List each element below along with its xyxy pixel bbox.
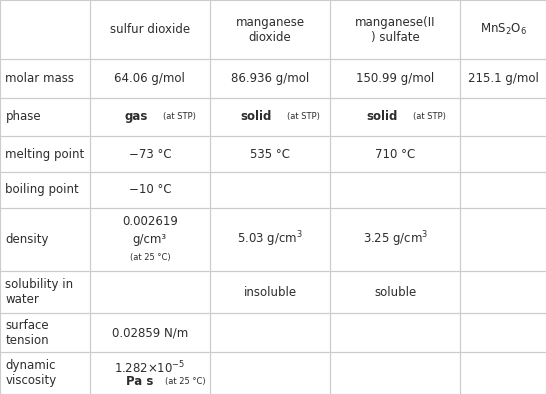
Text: 0.02859 N/m: 0.02859 N/m [112, 326, 188, 339]
Bar [210, 208, 330, 271]
Bar [210, 172, 330, 208]
Bar [330, 352, 460, 394]
Text: manganese
dioxide: manganese dioxide [235, 15, 305, 44]
Text: 64.06 g/mol: 64.06 g/mol [115, 72, 185, 85]
Text: phase: phase [5, 110, 41, 123]
Bar [330, 0, 460, 59]
Bar [330, 313, 460, 352]
Text: boiling point: boiling point [5, 184, 79, 197]
Bar [210, 271, 330, 313]
Text: 150.99 g/mol: 150.99 g/mol [356, 72, 435, 85]
Text: g/cm³: g/cm³ [133, 233, 167, 246]
Text: 86.936 g/mol: 86.936 g/mol [231, 72, 309, 85]
Text: dynamic
viscosity: dynamic viscosity [5, 359, 57, 387]
Bar [210, 98, 330, 136]
Text: surface
tension: surface tension [5, 319, 49, 347]
Bar [90, 271, 210, 313]
Bar [90, 59, 210, 98]
Bar [460, 208, 546, 271]
Bar [460, 352, 546, 394]
Bar [0, 313, 90, 352]
Text: molar mass: molar mass [5, 72, 74, 85]
Bar [90, 208, 210, 271]
Bar [0, 208, 90, 271]
Text: (at 25 °C): (at 25 °C) [165, 377, 206, 386]
Text: MnS$_2$O$_6$: MnS$_2$O$_6$ [480, 22, 527, 37]
Bar [330, 136, 460, 172]
Text: 1.282$\times$10$^{-5}$: 1.282$\times$10$^{-5}$ [114, 360, 186, 376]
Text: Pa s: Pa s [126, 375, 154, 388]
Text: 0.002619: 0.002619 [122, 216, 178, 229]
Bar [460, 136, 546, 172]
Bar [210, 352, 330, 394]
Text: insoluble: insoluble [244, 286, 296, 299]
Bar [90, 352, 210, 394]
Bar [460, 271, 546, 313]
Text: manganese(II
) sulfate: manganese(II ) sulfate [355, 15, 436, 44]
Bar [460, 59, 546, 98]
Bar [330, 271, 460, 313]
Bar [0, 98, 90, 136]
Bar [460, 98, 546, 136]
Bar [90, 136, 210, 172]
Bar [0, 271, 90, 313]
Bar [210, 0, 330, 59]
Text: 3.25 g/cm$^3$: 3.25 g/cm$^3$ [363, 230, 428, 249]
Bar [0, 172, 90, 208]
Bar [460, 0, 546, 59]
Bar [0, 0, 90, 59]
Bar [90, 172, 210, 208]
Bar [90, 313, 210, 352]
Bar [330, 208, 460, 271]
Bar [210, 136, 330, 172]
Text: 5.03 g/cm$^3$: 5.03 g/cm$^3$ [237, 230, 303, 249]
Bar [460, 313, 546, 352]
Text: (at STP): (at STP) [287, 112, 321, 121]
Text: (at STP): (at STP) [413, 112, 446, 121]
Text: solid: solid [241, 110, 272, 123]
Text: soluble: soluble [374, 286, 417, 299]
Text: density: density [5, 233, 49, 246]
Text: 710 °C: 710 °C [375, 148, 416, 161]
Text: sulfur dioxide: sulfur dioxide [110, 23, 190, 36]
Text: solubility in
water: solubility in water [5, 278, 74, 306]
Text: gas: gas [124, 110, 148, 123]
Bar [210, 59, 330, 98]
Text: solid: solid [366, 110, 397, 123]
Bar [0, 136, 90, 172]
Text: 535 °C: 535 °C [250, 148, 290, 161]
Bar [210, 313, 330, 352]
Bar [0, 352, 90, 394]
Bar [0, 59, 90, 98]
Text: melting point: melting point [5, 148, 85, 161]
Text: −73 °C: −73 °C [128, 148, 171, 161]
Bar [330, 172, 460, 208]
Bar [90, 0, 210, 59]
Bar [90, 98, 210, 136]
Bar [330, 59, 460, 98]
Text: 215.1 g/mol: 215.1 g/mol [468, 72, 539, 85]
Text: (at 25 °C): (at 25 °C) [129, 253, 170, 262]
Bar [460, 172, 546, 208]
Text: (at STP): (at STP) [163, 112, 197, 121]
Text: −10 °C: −10 °C [128, 184, 171, 197]
Bar [330, 98, 460, 136]
